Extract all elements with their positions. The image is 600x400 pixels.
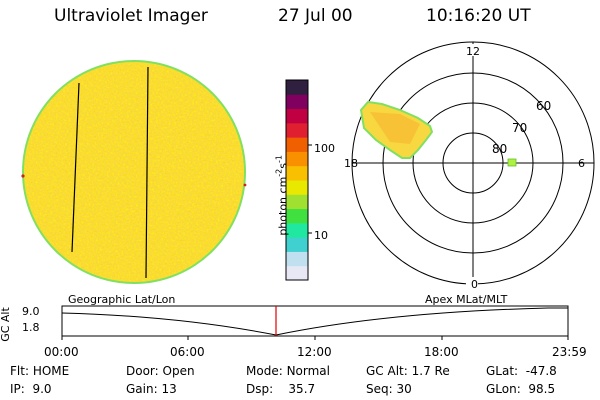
- status-ip: IP: 9.0: [10, 382, 52, 396]
- colorbar-swatch: [286, 108, 308, 124]
- colorbar-swatch: [286, 251, 308, 267]
- lat-label-70: 70: [512, 121, 527, 135]
- image-time: 10:16:20 UT: [426, 6, 531, 26]
- lat-label-80: 80: [492, 142, 507, 156]
- longitude-line-east: [145, 66, 149, 279]
- colorbar-swatch: [286, 180, 308, 195]
- status-glat: GLat: -47.8: [486, 364, 557, 378]
- status-gain: Gain: 13: [126, 382, 177, 396]
- image-date: 27 Jul 00: [278, 6, 353, 26]
- geographic-label: Geographic Lat/Lon: [68, 293, 176, 306]
- mlt-label-0: 0: [471, 278, 478, 291]
- time-tick-label: 23:59: [552, 345, 587, 359]
- status-flight: Flt: HOME: [10, 364, 70, 378]
- colorbar-swatch: [286, 165, 308, 181]
- orbit-altitude-plot: [61, 305, 569, 340]
- status-seq: Seq: 30: [366, 382, 412, 396]
- label-bg: [466, 44, 480, 56]
- gc-alt-y-min: 1.8: [22, 321, 40, 334]
- lat-label-60: 60: [536, 99, 551, 113]
- colorbar-swatch: [286, 208, 308, 224]
- colorbar-swatch: [286, 151, 308, 167]
- colorbar-swatch: [286, 265, 308, 281]
- time-tick-label: 00:00: [44, 345, 79, 359]
- mlt-label-12: 12: [466, 45, 480, 58]
- time-tick-label: 18:00: [424, 345, 459, 359]
- longitude-line-west: [71, 82, 80, 253]
- colorbar-swatch: [286, 194, 308, 210]
- colorbar: [285, 79, 312, 281]
- mlt-label-18: 18: [344, 157, 358, 170]
- colorbar-tick-label-10: 10: [314, 229, 328, 242]
- earth-disk-image: [21, 60, 247, 284]
- colorbar-swatch: [286, 137, 308, 152]
- status-dsp: Dsp: 35.7: [246, 382, 316, 396]
- auroral-spot: [507, 158, 517, 167]
- colorbar-swatch: [286, 94, 308, 110]
- colorbar-swatch: [286, 237, 308, 252]
- status-mode: Mode: Normal: [246, 364, 330, 378]
- auroral-emission-core: [370, 112, 420, 144]
- gc-alt-axis-title: GC Alt: [0, 307, 12, 342]
- gc-alt-y-max: 9.0: [22, 305, 40, 318]
- hot-pixel: [21, 174, 25, 178]
- instrument-title: Ultraviolet Imager: [54, 6, 208, 26]
- status-glon: GLon: 98.5: [486, 382, 556, 396]
- disk-emission-texture: [24, 62, 244, 282]
- mlt-label-6: 6: [578, 157, 585, 170]
- colorbar-swatch: [286, 122, 308, 138]
- colorbar-swatch: [286, 222, 308, 238]
- status-door: Door: Open: [126, 364, 195, 378]
- apex-label: Apex MLat/MLT: [425, 293, 508, 306]
- colorbar-swatch: [286, 80, 308, 95]
- colorbar-units-label: photon cm-2s-1: [274, 155, 290, 236]
- colorbar-tick-label-100: 100: [314, 142, 335, 155]
- time-tick-label: 12:00: [297, 345, 332, 359]
- label-bg: [466, 277, 478, 289]
- polar-mlt-plot: 12 18 6 0 60 70 80: [344, 41, 595, 291]
- hot-pixel: [243, 183, 247, 187]
- time-tick-label: 06:00: [170, 345, 205, 359]
- status-gc-alt: GC Alt: 1.7 Re: [366, 364, 450, 378]
- gc-altitude-curve: [61, 307, 568, 336]
- colorbar-frame: [285, 79, 309, 281]
